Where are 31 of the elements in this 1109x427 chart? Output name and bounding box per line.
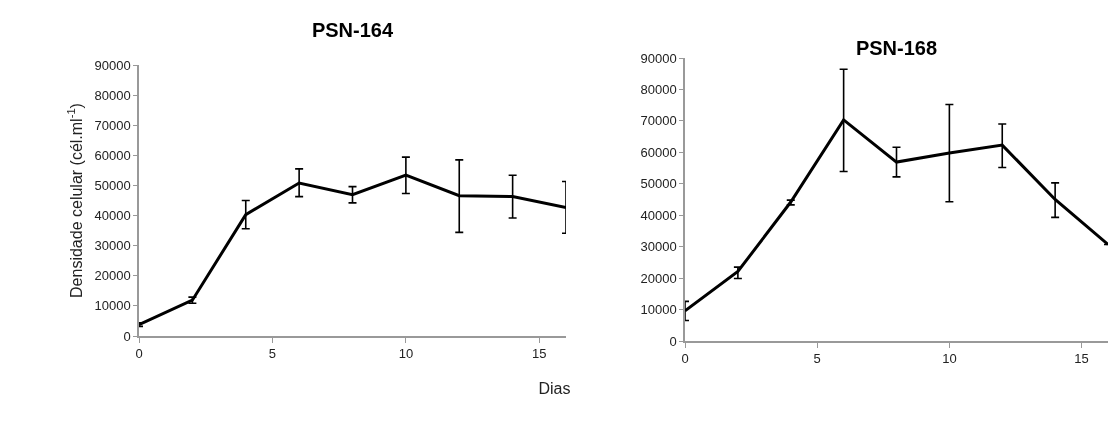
y-tick-label: 10000 [94,298,131,314]
y-tick-label: 50000 [94,177,131,193]
y-tick-label: 0 [123,328,131,344]
y-tick-label: 80000 [94,87,131,103]
y-tick-label: 90000 [94,57,131,73]
x-tick-label: 10 [942,351,957,367]
x-tick-label: 0 [135,346,143,362]
y-tick-label: 70000 [640,113,677,129]
y-tick-label: 60000 [94,147,131,163]
x-axis-title: Dias [537,380,572,398]
y-tick-label: 90000 [640,50,677,66]
y-tick-label: 20000 [94,268,131,284]
y-tick-label: 40000 [640,207,677,223]
y-tick-label: 30000 [640,239,677,255]
y-tick-label: 60000 [640,144,677,160]
x-tick-label: 10 [398,346,414,362]
y-tick-label: 10000 [640,302,677,318]
y-tick-label: 70000 [94,117,131,133]
x-tick-label: 15 [532,346,547,362]
y-tick-label: 20000 [640,270,677,286]
y-tick-label: 30000 [94,238,131,254]
y-tick-label: 0 [669,333,677,349]
y-tick-label: 80000 [640,81,677,97]
chart-title: PSN-164 [311,19,394,41]
x-tick-label: 15 [1074,351,1089,367]
chart-title: PSN-168 [855,37,938,59]
x-tick-label: 5 [268,346,277,362]
y-tick-label: 50000 [640,176,677,192]
x-tick-label: 0 [681,351,689,367]
y-tick-label: 40000 [94,208,131,224]
x-tick-label: 5 [813,351,821,367]
